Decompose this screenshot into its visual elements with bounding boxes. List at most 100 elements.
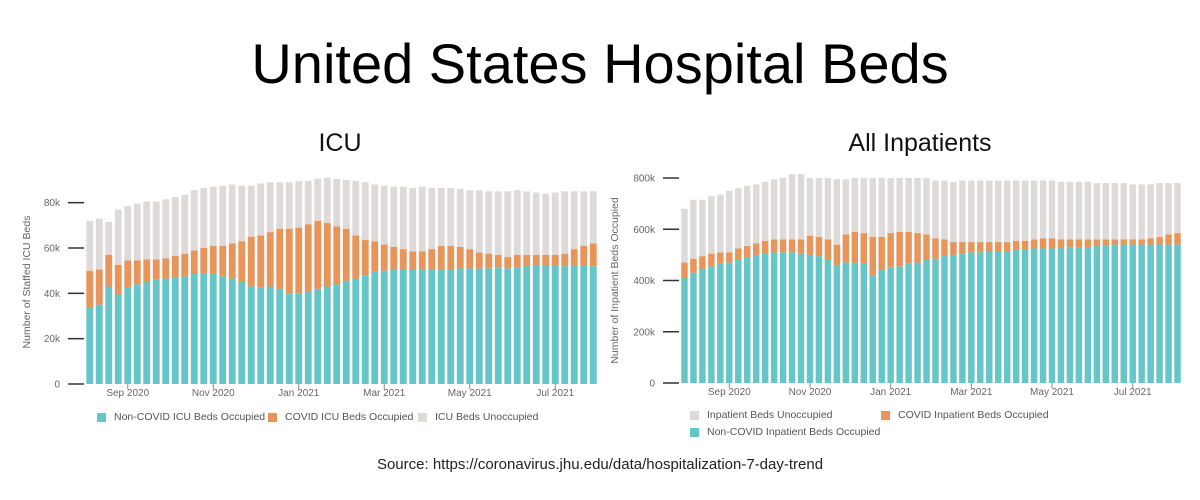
non-covid-bar [390, 269, 398, 384]
unoccupied-bar [932, 180, 939, 239]
legend-label: Inpatient Beds Unoccupied [707, 409, 833, 421]
non-covid-bar [824, 260, 832, 383]
unoccupied-bar [690, 199, 697, 259]
non-covid-bar [770, 252, 778, 383]
x-tick-label: Mar 2021 [950, 387, 993, 398]
non-covid-bar [200, 272, 208, 384]
non-covid-bar [761, 253, 769, 383]
legend-item-non-covid-icu[interactable]: Non-COVID ICU Beds Occupied [97, 411, 265, 423]
legend-label: COVID Inpatient Beds Occupied [898, 409, 1049, 421]
unoccupied-bar [968, 180, 975, 243]
legend-label: Non-COVID Inpatient Beds Occupied [707, 426, 881, 438]
non-covid-bar [878, 270, 885, 383]
unoccupied-bar [860, 178, 867, 234]
unoccupied-bar [842, 179, 850, 235]
covid-bar [276, 228, 284, 289]
y-tick-label: 40k [44, 289, 61, 300]
non-covid-bar [304, 291, 312, 384]
covid-bar [977, 242, 984, 253]
unoccupied-bar [390, 186, 398, 247]
covid-bar [815, 236, 823, 257]
unoccupied-bar [247, 185, 255, 237]
non-covid-bar [995, 251, 1002, 383]
unoccupied-bar [1174, 183, 1181, 234]
non-covid-bar [968, 252, 975, 383]
non-covid-bar [342, 280, 350, 384]
covid-bar [1030, 239, 1038, 249]
covid-bar [361, 240, 369, 276]
x-tick-label: May 2021 [448, 388, 492, 399]
covid-bar [228, 243, 236, 279]
non-covid-bar [361, 275, 369, 384]
covid-bar [219, 245, 227, 277]
unoccupied-bar [561, 191, 569, 254]
non-covid-bar [779, 252, 787, 383]
non-covid-bar [842, 262, 850, 383]
unoccupied-bar [504, 191, 512, 258]
x-tick-label: Jan 2021 [870, 387, 912, 398]
unoccupied-bar [986, 180, 993, 243]
non-covid-bar [494, 267, 502, 384]
legend-item-covid-icu[interactable]: COVID ICU Beds Occupied [268, 411, 413, 423]
unoccupied-bar [914, 178, 921, 234]
inpatients-chart: 0 200k 400k 600k 800k Number of Inpatient Bed… [609, 174, 1181, 398]
unoccupied-bar [352, 181, 360, 236]
covid-bar [860, 233, 867, 264]
unoccupied-bar [1057, 181, 1065, 240]
legend-label: ICU Beds Unoccupied [435, 411, 539, 423]
covid-bar [323, 223, 331, 287]
legend-item-non-covid-inpatient[interactable]: Non-COVID Inpatient Beds Occupied [690, 426, 880, 438]
unoccupied-bar [475, 190, 483, 253]
unoccupied-bar [133, 203, 141, 261]
covid-bar [968, 242, 975, 253]
unoccupied-bar [806, 178, 814, 236]
x-tick-label: Nov 2020 [192, 388, 235, 399]
unoccupied-bar [494, 191, 502, 255]
covid-bar [171, 255, 179, 278]
x-tick-label: Sep 2020 [106, 388, 149, 399]
non-covid-bar [532, 265, 540, 384]
unoccupied-bar [551, 192, 559, 255]
unoccupied-bar [923, 178, 930, 235]
covid-bar [399, 249, 407, 270]
unoccupied-bar [314, 178, 322, 221]
covid-bar [456, 246, 464, 269]
covid-bar [708, 253, 715, 267]
legend-item-icu-unoccupied[interactable]: ICU Beds Unoccupied [418, 411, 538, 423]
unoccupied-bar [86, 220, 94, 271]
unoccupied-bar [1075, 181, 1083, 240]
covid-bar [380, 244, 388, 271]
non-covid-bar [1129, 244, 1136, 383]
unoccupied-bar [466, 190, 474, 250]
legend-label: COVID ICU Beds Occupied [285, 411, 414, 423]
covid-bar [1174, 233, 1181, 245]
unoccupied-bar [580, 191, 588, 246]
covid-bar [485, 253, 493, 269]
non-covid-bar [735, 260, 742, 383]
non-covid-bar [1048, 248, 1056, 383]
covid-bar [726, 252, 733, 263]
non-covid-bar [86, 308, 94, 384]
covid-bar [551, 254, 559, 265]
covid-bar [409, 251, 417, 270]
unoccupied-bar [532, 192, 540, 255]
covid-bar [1084, 239, 1092, 248]
covid-bar [181, 253, 189, 277]
covid-bar [209, 245, 217, 275]
y-axis-label: Number of Staffed ICU Beds [21, 216, 33, 349]
unoccupied-bar [1012, 180, 1020, 241]
non-covid-bar [228, 278, 236, 384]
covid-bar [257, 235, 265, 288]
covid-bar [570, 249, 578, 265]
legend-item-inpatient-unoccupied[interactable]: Inpatient Beds Unoccupied [690, 409, 833, 421]
y-tick-label: 0 [54, 380, 60, 391]
covid-bar [238, 241, 246, 282]
unoccupied-bar [995, 180, 1002, 243]
legend-item-covid-inpatient[interactable]: COVID Inpatient Beds Occupied [881, 409, 1049, 421]
covid-bar [418, 251, 426, 270]
legend-swatch-covid [881, 410, 890, 420]
covid-bar [447, 245, 455, 270]
covid-bar [1138, 239, 1145, 245]
y-axis-label: Number of Inpatient Beds Occupied [609, 197, 621, 364]
unoccupied-bar [238, 185, 246, 242]
